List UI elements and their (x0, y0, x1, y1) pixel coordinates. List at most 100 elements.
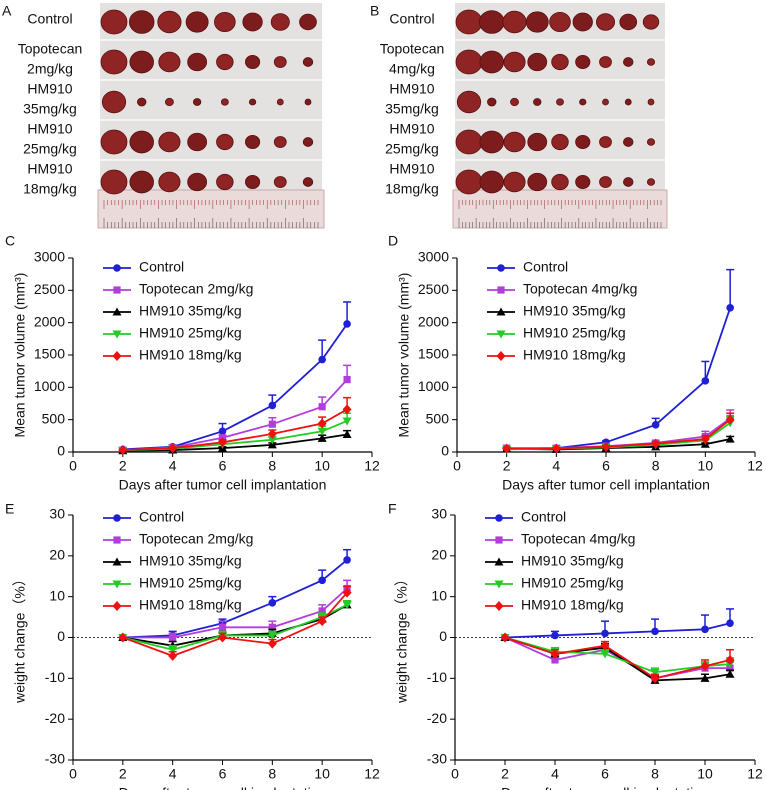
legend-label: HM910 25mg/kg (521, 575, 624, 591)
x-tick-label: 6 (219, 766, 227, 782)
data-point (601, 441, 611, 452)
y-tick-label: 20 (49, 547, 65, 563)
data-point (267, 638, 277, 649)
tumor (579, 98, 587, 106)
tumor (575, 55, 591, 70)
tumor (302, 177, 314, 187)
x-tick-label: 2 (501, 766, 509, 782)
legend-marker (497, 264, 505, 272)
legend-marker (113, 264, 121, 272)
x-axis-label: Days after tumor cell implantation (501, 785, 709, 790)
row-label: HM910 (389, 81, 434, 97)
legend-label: Control (523, 259, 568, 275)
tumor (503, 171, 526, 193)
panel-letter: A (2, 3, 12, 19)
row-label: HM910 (389, 161, 434, 177)
row-label: Control (389, 11, 434, 27)
row-label: HM910 (27, 121, 72, 137)
x-tick-label: 2 (119, 766, 127, 782)
data-point (551, 443, 561, 454)
y-tick-label: -30 (45, 751, 65, 767)
tumor (299, 13, 317, 31)
tumor (245, 174, 261, 189)
x-tick-label: 12 (364, 766, 380, 782)
y-tick-label: 3000 (418, 249, 449, 265)
legend-marker (496, 307, 506, 316)
tumor (599, 176, 612, 188)
ruler (97, 189, 325, 229)
y-tick-label: 0 (57, 628, 65, 644)
tumor (455, 49, 483, 75)
tumor (137, 97, 147, 107)
x-tick-label: 10 (314, 458, 330, 474)
tumor (487, 97, 497, 107)
data-point (725, 414, 735, 425)
tumor (100, 169, 128, 195)
data-point (551, 631, 559, 640)
tumor (525, 11, 549, 33)
tumor (599, 136, 612, 148)
legend-label: Topotecan 4mg/kg (523, 281, 637, 297)
tumor (128, 10, 155, 34)
data-point (317, 616, 327, 627)
legend-label: HM910 25mg/kg (523, 325, 626, 341)
tumor (503, 131, 526, 153)
legend-label: Topotecan 2mg/kg (139, 531, 253, 547)
x-tick-label: 12 (364, 458, 380, 474)
tumor (100, 49, 128, 75)
series-line (506, 418, 731, 450)
tumor (187, 132, 208, 152)
data-point (343, 375, 351, 384)
y-tick-label: -10 (45, 669, 65, 685)
data-point (502, 443, 512, 454)
tumor (575, 134, 591, 149)
y-tick-label: 500 (42, 410, 66, 426)
tumor (527, 132, 548, 152)
data-point (218, 623, 227, 631)
tumor (187, 172, 208, 192)
y-tick-label: 20 (431, 547, 447, 563)
panel-letter: C (5, 233, 15, 249)
legend-label: Control (521, 509, 566, 525)
series-line (122, 408, 348, 451)
tumor (273, 56, 287, 68)
tumor (304, 98, 312, 106)
y-axis-label: weight change（%） (394, 572, 410, 704)
data-point (650, 673, 660, 684)
data-point (268, 623, 276, 631)
legend-marker (494, 601, 504, 611)
legend-marker (113, 286, 121, 294)
y-axis-label: Mean tumor volume (mm³) (12, 273, 28, 438)
row-label: 18mg/kg (23, 181, 77, 197)
data-point (118, 445, 128, 456)
data-point (700, 661, 710, 672)
tumor (646, 178, 656, 186)
x-tick-label: 8 (651, 766, 659, 782)
tumor (551, 133, 569, 151)
data-point (651, 438, 661, 449)
series-line (122, 323, 348, 451)
x-axis-label: Days after tumor cell implantation (119, 785, 327, 790)
legend-marker (496, 330, 506, 339)
tumor (245, 55, 261, 70)
tumor (100, 9, 128, 35)
legend-label: HM910 35mg/kg (139, 553, 242, 569)
tumor (623, 57, 634, 67)
tumor (619, 13, 638, 31)
y-tick-label: 30 (431, 506, 447, 522)
legend-marker (494, 580, 504, 589)
legend-marker (113, 536, 121, 544)
x-tick-label: 4 (169, 458, 177, 474)
legend-label: Topotecan 4mg/kg (521, 531, 635, 547)
x-tick-label: 2 (503, 458, 511, 474)
x-tick-label: 4 (552, 458, 560, 474)
tumor (602, 98, 609, 106)
data-point (317, 427, 327, 436)
x-tick-label: 10 (697, 766, 713, 782)
data-point (726, 303, 734, 312)
data-point (168, 646, 178, 655)
tumor (216, 133, 234, 151)
x-tick-label: 6 (601, 766, 609, 782)
legend-label: Control (139, 259, 184, 275)
